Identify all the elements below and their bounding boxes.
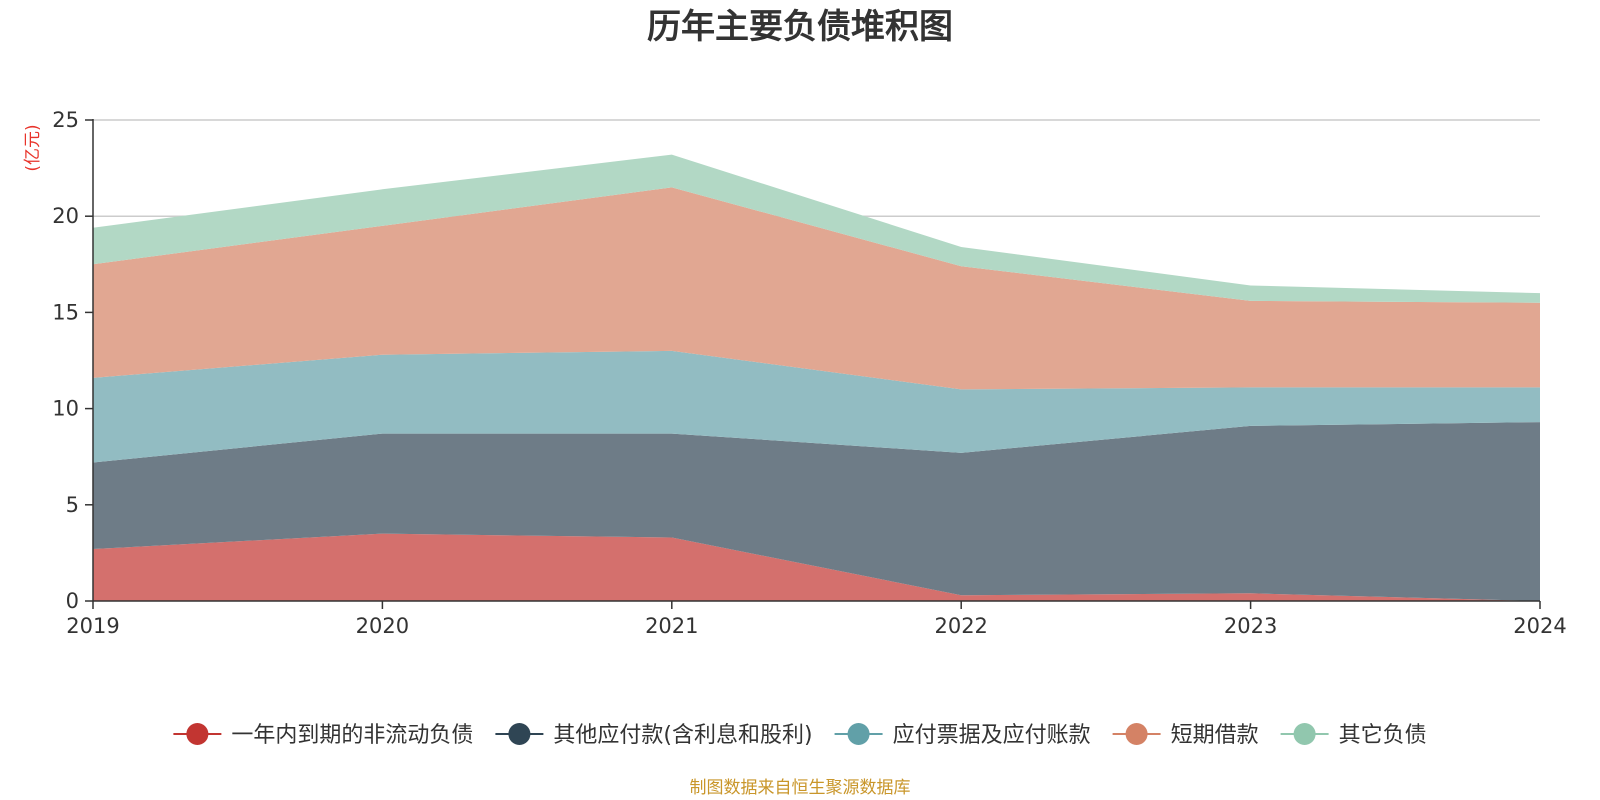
x-tick-label-1: 2020 [356,614,409,638]
x-tick-label-2: 2021 [645,614,698,638]
legend-label-4: 其它负债 [1339,723,1427,748]
legend-item-0: 一年内到期的非流动负债 [173,723,473,748]
x-tick-label-3: 2022 [934,614,987,638]
x-tick-label-0: 2019 [66,614,119,638]
legend-marker-2 [847,723,870,745]
x-tick-label-4: 2023 [1224,614,1277,638]
area-series-1 [93,422,1540,601]
chart-title: 历年主要负债堆积图 [647,7,953,47]
y-tick-label-3: 15 [52,300,79,324]
area-series-0 [93,533,1540,601]
y-axis-unit: (亿元) [23,124,43,171]
legend-label-1: 其他应付款(含利息和股利) [553,723,812,748]
area-series-3 [93,187,1540,390]
area-series-2 [93,350,1540,463]
legend: 一年内到期的非流动负债 其他应付款(含利息和股利) 应付票据及应付账款 短期借款 其它负… [173,723,1427,748]
legend-marker-1 [508,723,531,745]
legend-marker-0 [186,723,209,745]
area-series-4 [93,154,1540,303]
y-tick-label-2: 10 [52,397,79,421]
legend-item-2: 应付票据及应付账款 [834,723,1091,748]
legend-item-4: 其它负债 [1280,723,1427,748]
y-tick-label-0: 0 [66,589,79,613]
x-tick-label-5: 2024 [1513,614,1566,638]
legend-item-1: 其他应付款(含利息和股利) [495,723,813,748]
y-tick-label-4: 20 [52,204,79,228]
y-tick-label-5: 25 [52,108,79,132]
source-note: 制图数据来自恒生聚源数据库 [690,778,911,798]
legend-label-0: 一年内到期的非流动负债 [231,723,473,748]
legend-marker-4 [1293,723,1316,745]
legend-marker-3 [1125,723,1148,745]
series-areas [93,154,1540,601]
legend-item-3: 短期借款 [1112,723,1259,748]
legend-label-3: 短期借款 [1171,723,1259,748]
y-tick-label-1: 5 [66,493,79,517]
legend-label-2: 应付票据及应付账款 [893,723,1091,748]
axes: 0 5 10 15 20 25 2019 2020 2021 2022 2023 2024 [52,108,1566,638]
